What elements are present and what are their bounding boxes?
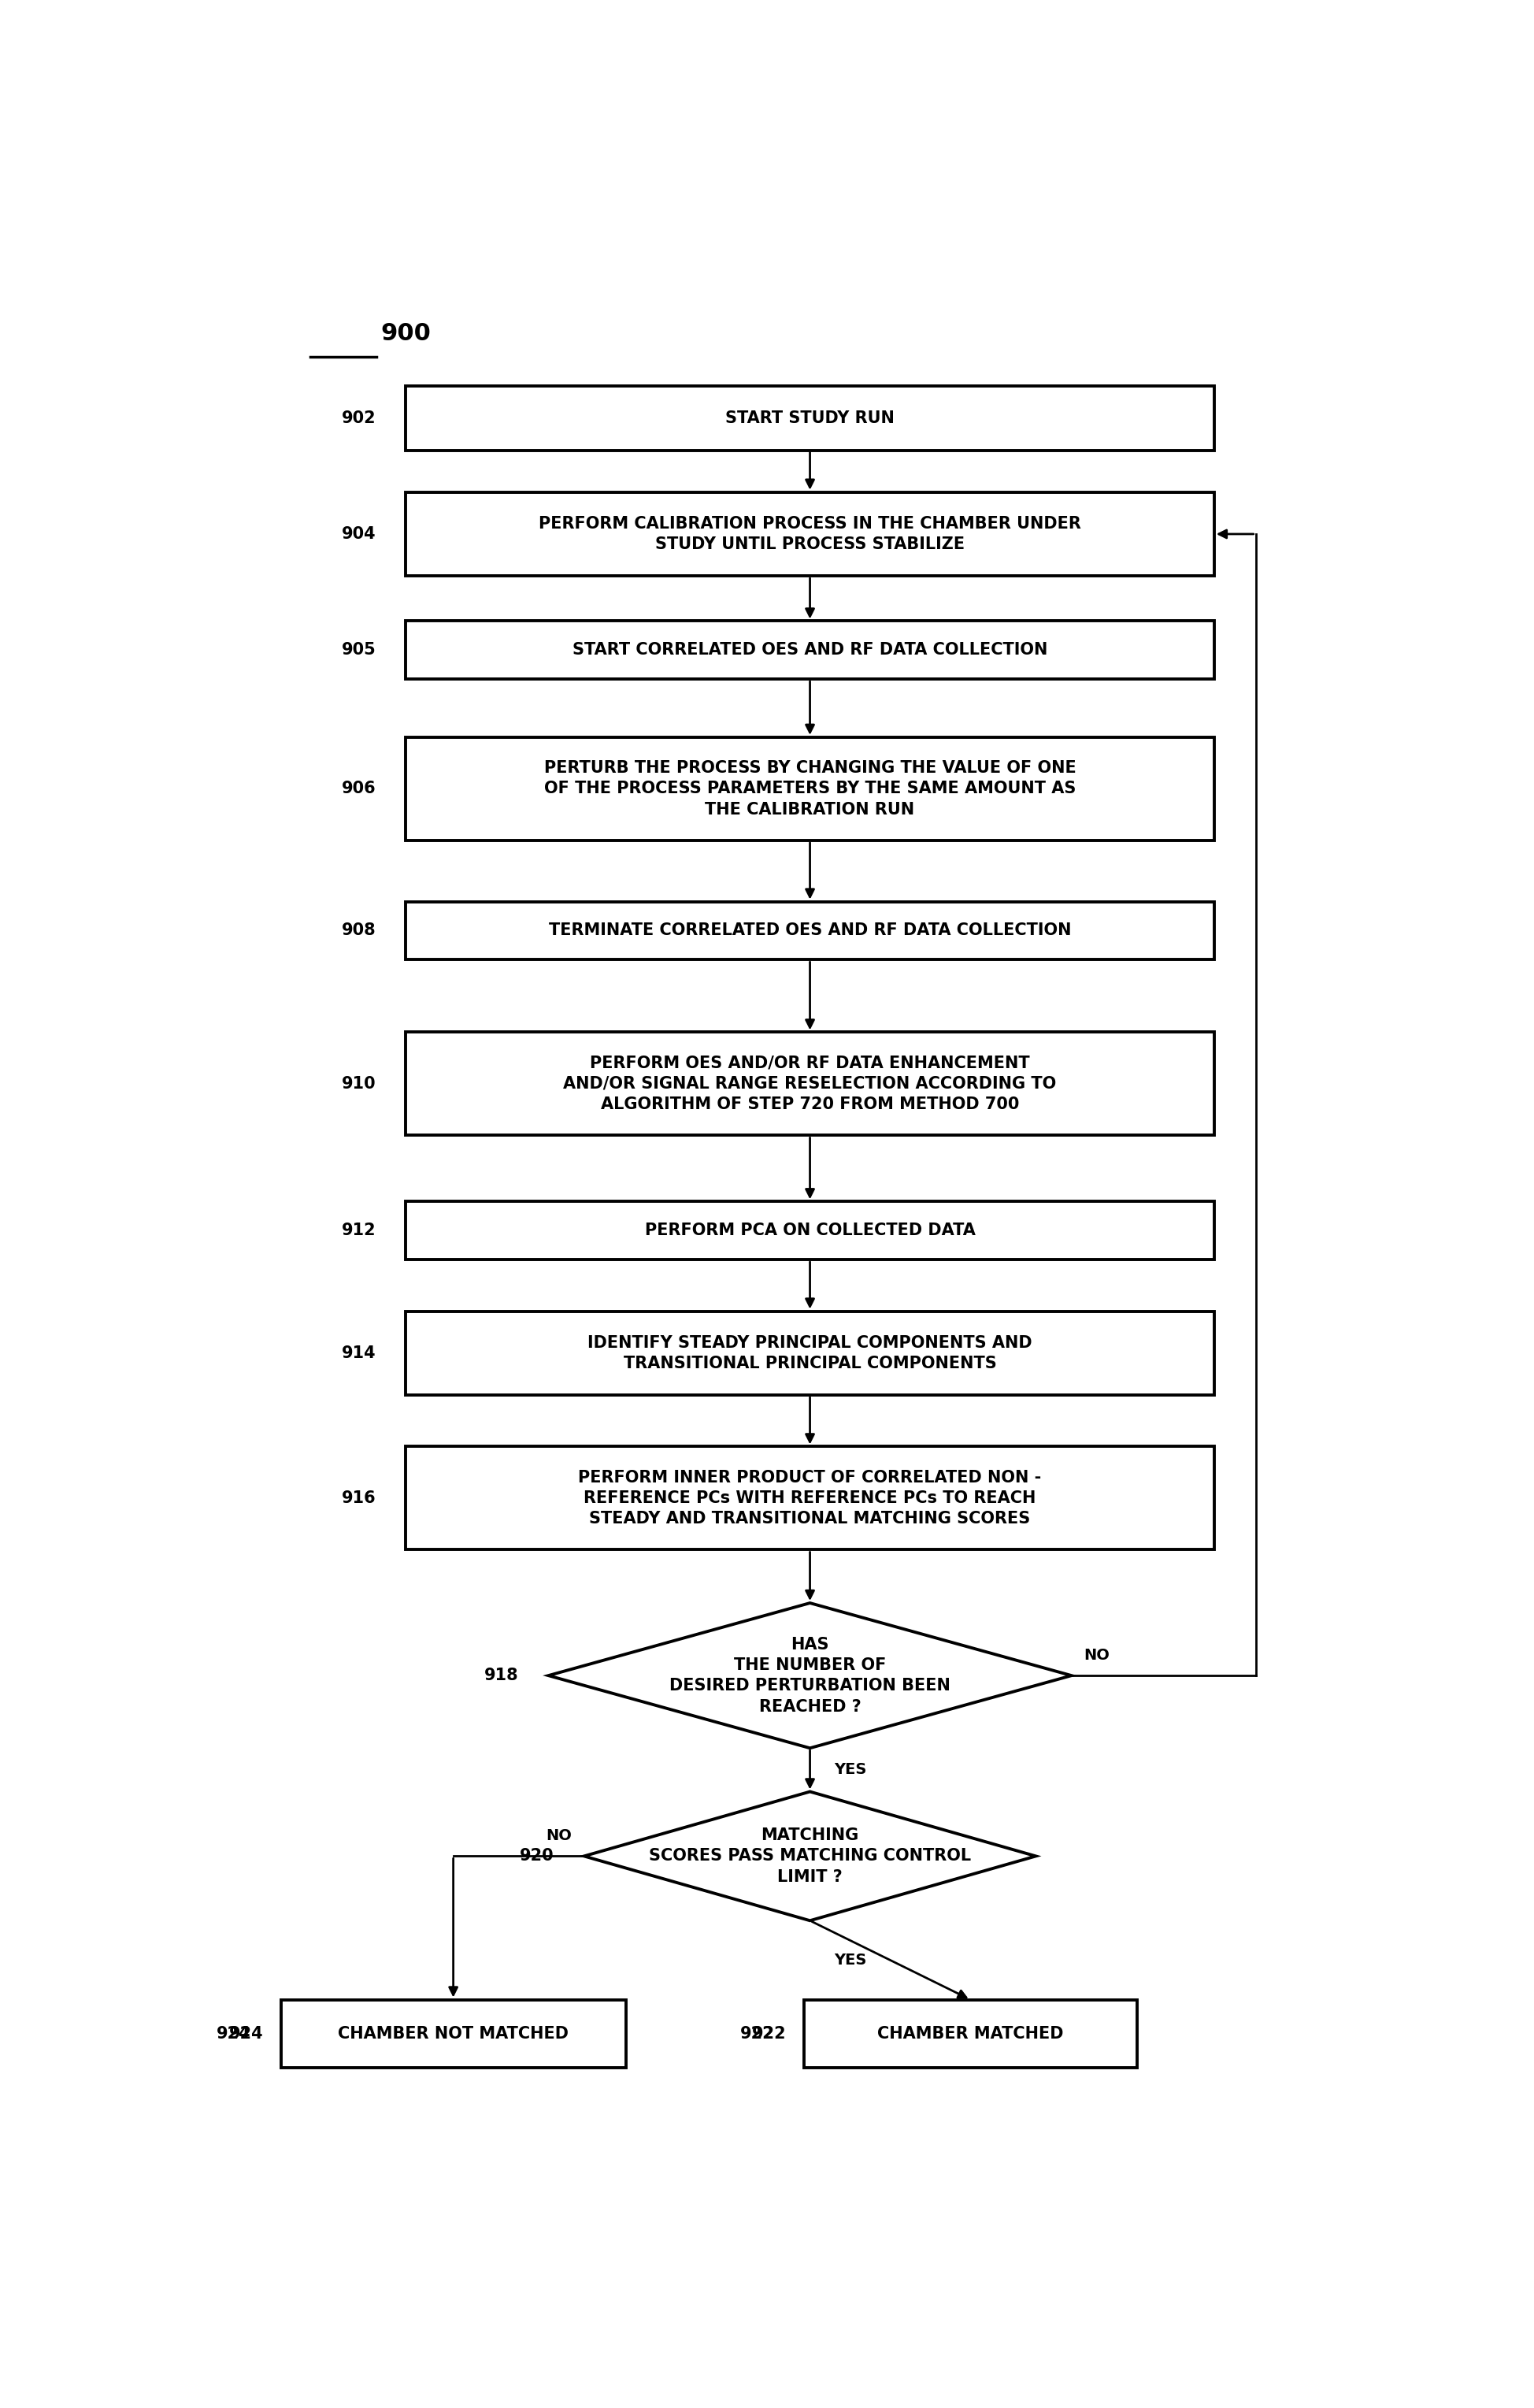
FancyBboxPatch shape (281, 1999, 626, 2068)
Text: PERFORM INNER PRODUCT OF CORRELATED NON -
REFERENCE PCs WITH REFERENCE PCs TO RE: PERFORM INNER PRODUCT OF CORRELATED NON … (578, 1469, 1042, 1527)
Text: 924: 924 (229, 2025, 264, 2042)
Text: 902: 902 (342, 409, 376, 426)
Text: NO: NO (1083, 1647, 1109, 1662)
Text: PERFORM OES AND/OR RF DATA ENHANCEMENT
AND/OR SIGNAL RANGE RESELECTION ACCORDING: PERFORM OES AND/OR RF DATA ENHANCEMENT A… (563, 1055, 1057, 1112)
Text: 905: 905 (342, 643, 376, 657)
Text: 922: 922 (739, 2025, 775, 2042)
Text: 904: 904 (342, 527, 376, 542)
Text: NO: NO (546, 1828, 572, 1842)
Text: 900: 900 (380, 323, 431, 344)
FancyBboxPatch shape (405, 621, 1215, 679)
Text: PERFORM PCA ON COLLECTED DATA: PERFORM PCA ON COLLECTED DATA (644, 1223, 976, 1238)
Text: HAS
THE NUMBER OF
DESIRED PERTURBATION BEEN
REACHED ?: HAS THE NUMBER OF DESIRED PERTURBATION B… (669, 1637, 951, 1714)
Text: CHAMBER NOT MATCHED: CHAMBER NOT MATCHED (337, 2025, 569, 2042)
Text: PERTURB THE PROCESS BY CHANGING THE VALUE OF ONE
OF THE PROCESS PARAMETERS BY TH: PERTURB THE PROCESS BY CHANGING THE VALU… (545, 761, 1075, 816)
Text: 924: 924 (216, 2025, 252, 2042)
Text: 922: 922 (752, 2025, 787, 2042)
Text: 914: 914 (342, 1346, 376, 1361)
Text: CHAMBER MATCHED: CHAMBER MATCHED (877, 2025, 1063, 2042)
FancyBboxPatch shape (405, 491, 1215, 576)
Text: MATCHING
SCORES PASS MATCHING CONTROL
LIMIT ?: MATCHING SCORES PASS MATCHING CONTROL LI… (649, 1828, 971, 1885)
FancyBboxPatch shape (405, 1202, 1215, 1259)
FancyBboxPatch shape (405, 385, 1215, 450)
FancyBboxPatch shape (405, 1447, 1215, 1551)
Text: START CORRELATED OES AND RF DATA COLLECTION: START CORRELATED OES AND RF DATA COLLECT… (572, 643, 1048, 657)
Text: 916: 916 (342, 1491, 376, 1505)
FancyBboxPatch shape (405, 901, 1215, 961)
FancyBboxPatch shape (405, 737, 1215, 840)
Text: 906: 906 (342, 780, 376, 797)
Text: IDENTIFY STEADY PRINCIPAL COMPONENTS AND
TRANSITIONAL PRINCIPAL COMPONENTS: IDENTIFY STEADY PRINCIPAL COMPONENTS AND… (588, 1334, 1032, 1373)
Text: YES: YES (834, 1763, 867, 1777)
FancyBboxPatch shape (405, 1033, 1215, 1137)
Text: 918: 918 (485, 1669, 518, 1683)
Text: 908: 908 (342, 922, 376, 939)
Text: TERMINATE CORRELATED OES AND RF DATA COLLECTION: TERMINATE CORRELATED OES AND RF DATA COL… (549, 922, 1071, 939)
FancyBboxPatch shape (405, 1312, 1215, 1394)
Text: PERFORM CALIBRATION PROCESS IN THE CHAMBER UNDER
STUDY UNTIL PROCESS STABILIZE: PERFORM CALIBRATION PROCESS IN THE CHAMB… (538, 515, 1081, 551)
Text: 910: 910 (342, 1076, 376, 1091)
Text: 920: 920 (520, 1849, 554, 1864)
Text: YES: YES (834, 1953, 867, 1967)
FancyBboxPatch shape (804, 1999, 1137, 2068)
Text: 912: 912 (342, 1223, 376, 1238)
Polygon shape (584, 1792, 1035, 1922)
Polygon shape (549, 1604, 1072, 1748)
Text: START STUDY RUN: START STUDY RUN (726, 409, 894, 426)
